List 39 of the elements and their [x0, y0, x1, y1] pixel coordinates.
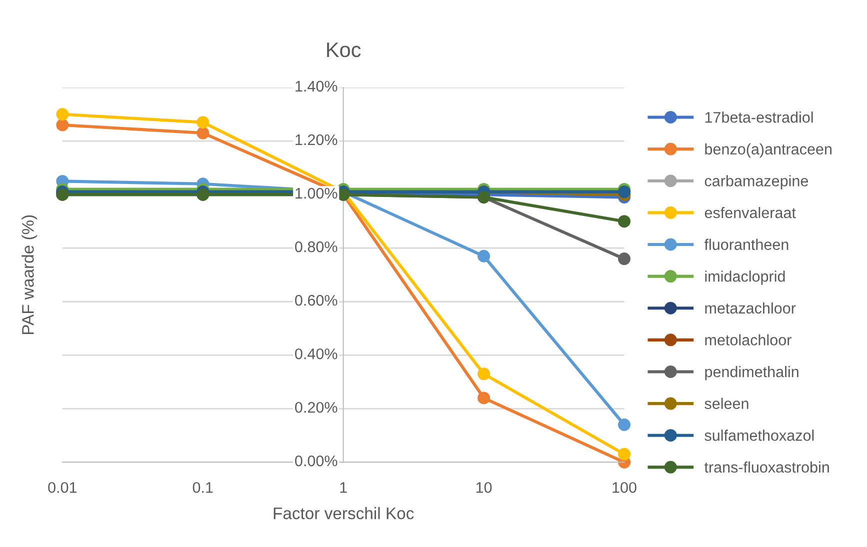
point [196, 126, 210, 140]
x-tick-label: 0.1 [192, 482, 213, 493]
y-tick-label: 0.60% [295, 294, 338, 306]
legend-label: pendimethalin [705, 366, 798, 380]
legend-label: fluorantheen [704, 238, 788, 250]
y-axis-title: PAF waarde (%) [22, 215, 38, 334]
chart-title: Koc [327, 42, 361, 58]
y-tick-label: 1.00% [296, 188, 338, 199]
point [618, 252, 630, 266]
point [618, 215, 630, 228]
x-tick-label: 1 [340, 482, 347, 493]
legend-label: sulfamethoxazol [704, 430, 814, 441]
legend-label: metazachloor [705, 302, 796, 314]
point [196, 116, 210, 129]
point [56, 118, 69, 132]
legend-label: benzo(a)antraceen [705, 143, 832, 158]
point [56, 108, 69, 121]
point [478, 368, 490, 380]
legend-label: metolachloor [705, 334, 792, 346]
y-tick-label: 1.20% [296, 134, 338, 146]
x-tick-label: 0.01 [48, 482, 77, 493]
point [478, 392, 490, 404]
legend-label: seleen [704, 398, 748, 410]
y-tick-label: 0.20% [295, 402, 338, 413]
y-tick-label: 0.00% [295, 456, 338, 466]
point [618, 448, 630, 460]
x-tick-label: 100 [612, 482, 636, 493]
y-tick-label: 0.40% [295, 348, 338, 360]
legend-label: esfenvaleraat [704, 206, 796, 218]
legend-label: carbamazepine [704, 175, 808, 190]
point [478, 250, 490, 262]
legend-label: 17beta-estradiol [705, 112, 813, 123]
x-axis-title: Factor verschil Koc [274, 507, 414, 520]
legend-label: trans-fluoxastrobin [704, 461, 829, 473]
y-tick-label: 1.40% [296, 80, 338, 92]
x-tick-label: 10 [476, 482, 492, 493]
y-tick-label: 0.80% [295, 241, 338, 252]
point [618, 418, 630, 431]
legend-label: imidacloprid [705, 270, 785, 285]
